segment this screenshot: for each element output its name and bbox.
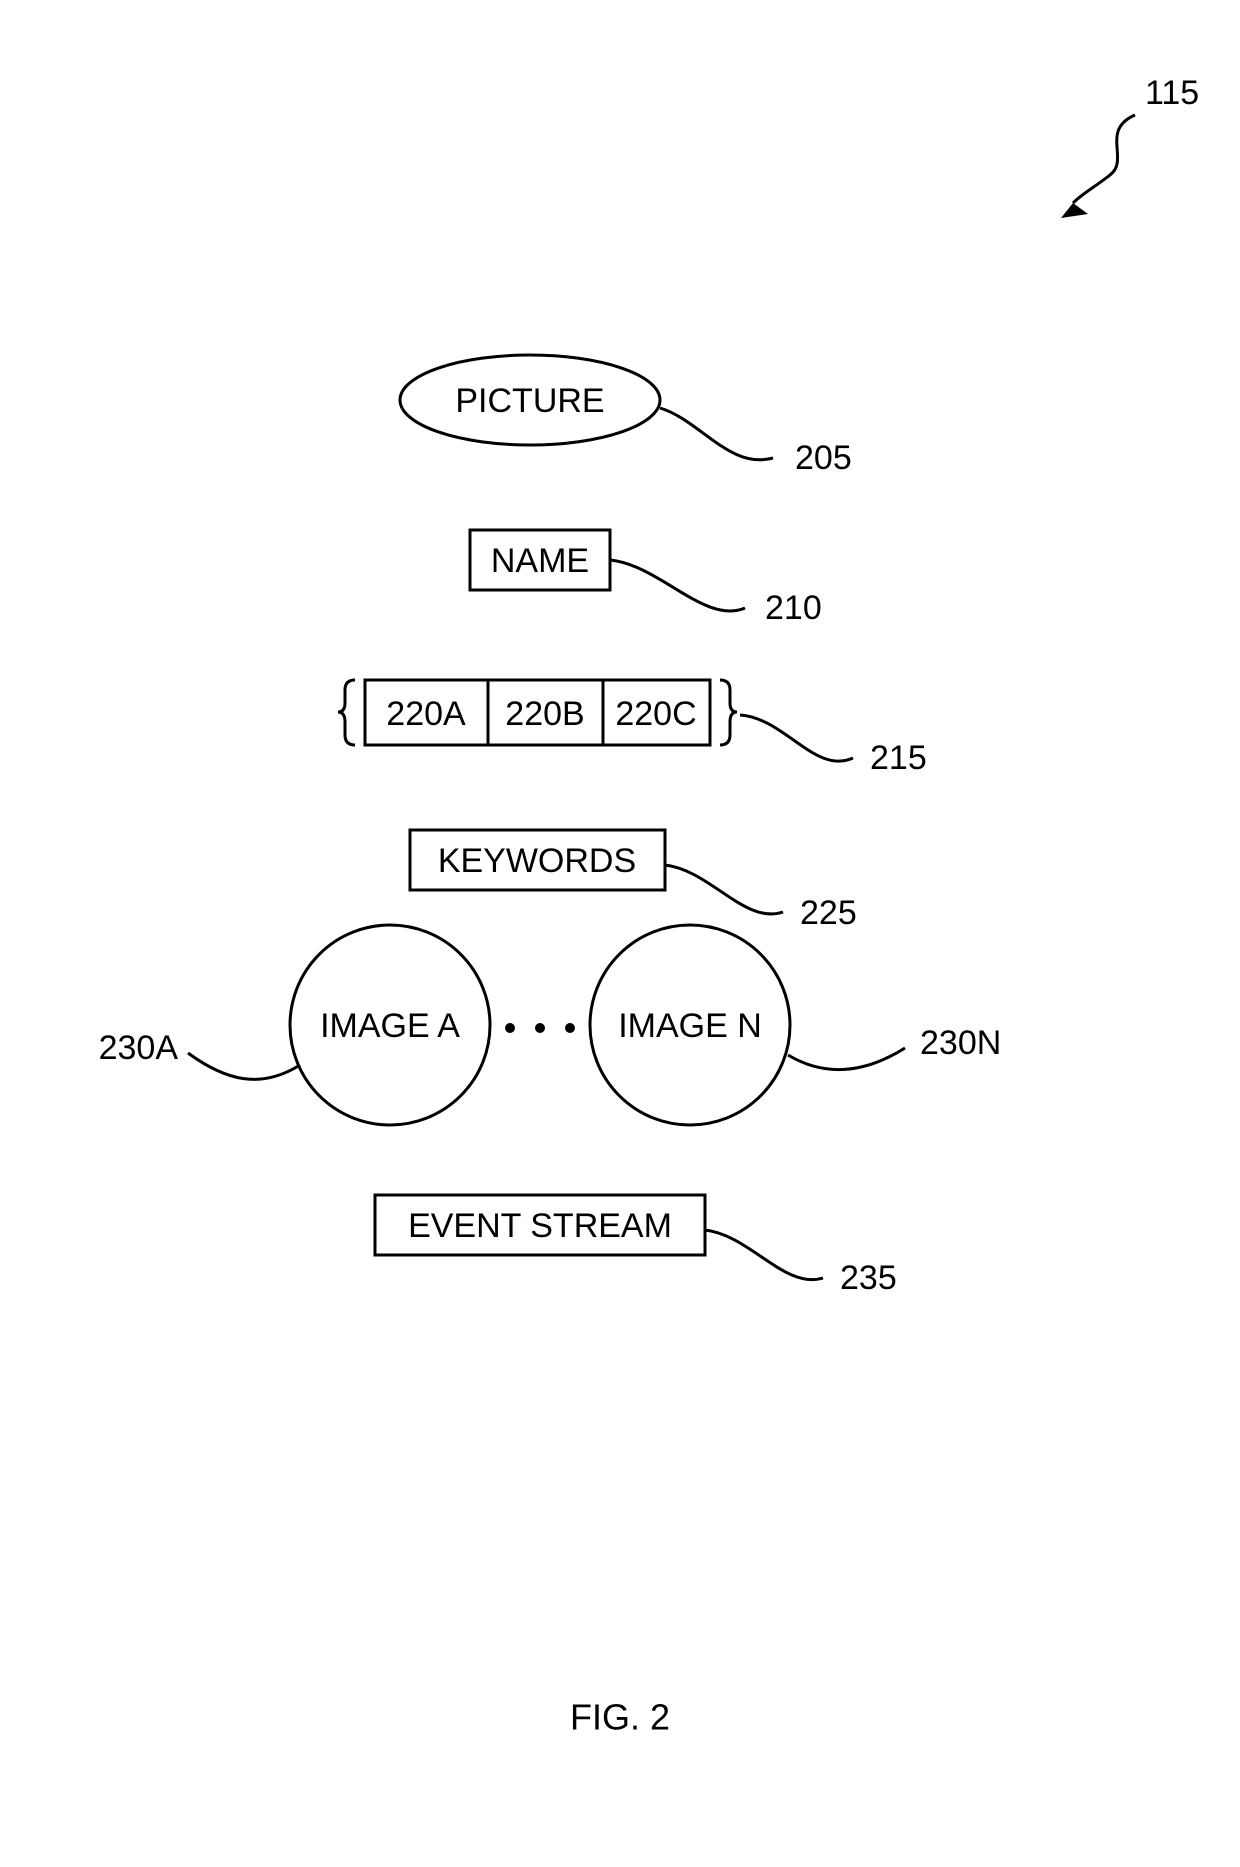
node-segment-group: 220A 220B 220C 215 [338,680,927,777]
event-stream-leader [705,1230,823,1280]
seg-leader [740,715,853,761]
bracket-left [338,680,355,745]
ref-115-label: 115 [1145,74,1199,112]
name-label: NAME [491,542,589,580]
picture-label: PICTURE [455,382,604,420]
image-n-ref: 230N [920,1024,1001,1062]
node-image-n: IMAGE N 230N [590,925,1001,1125]
node-keywords: KEYWORDS 225 [410,830,857,932]
seg-220c: 220C [615,695,696,733]
figure-label: FIG. 2 [570,1697,670,1738]
event-stream-label: EVENT STREAM [408,1207,672,1245]
name-ref: 210 [765,589,822,627]
node-image-a: IMAGE A 230A [99,925,490,1125]
node-event-stream: EVENT STREAM 235 [375,1195,897,1297]
ref-115-arrowhead [1061,203,1088,218]
keywords-leader [665,865,783,914]
diagram-svg: 115 PICTURE 205 NAME 210 220A 220B 220C … [0,0,1240,1867]
picture-leader [660,408,773,460]
seg-ref: 215 [870,739,927,777]
ref-115-squiggle [1073,115,1135,203]
seg-220b: 220B [505,695,584,733]
image-n-leader [788,1048,905,1070]
image-n-label: IMAGE N [618,1007,762,1045]
ref-115-pointer: 115 [1061,74,1199,218]
image-a-ref: 230A [99,1029,179,1067]
seg-220a: 220A [386,695,466,733]
keywords-label: KEYWORDS [438,842,636,880]
event-stream-ref: 235 [840,1259,897,1297]
image-a-label: IMAGE A [320,1007,460,1045]
node-name: NAME 210 [470,530,822,627]
node-picture: PICTURE 205 [400,355,852,477]
picture-ref: 205 [795,439,852,477]
bracket-right [720,680,737,745]
image-a-leader [188,1053,300,1079]
name-leader [610,560,745,611]
keywords-ref: 225 [800,894,857,932]
ellipsis-dots [505,1023,575,1033]
